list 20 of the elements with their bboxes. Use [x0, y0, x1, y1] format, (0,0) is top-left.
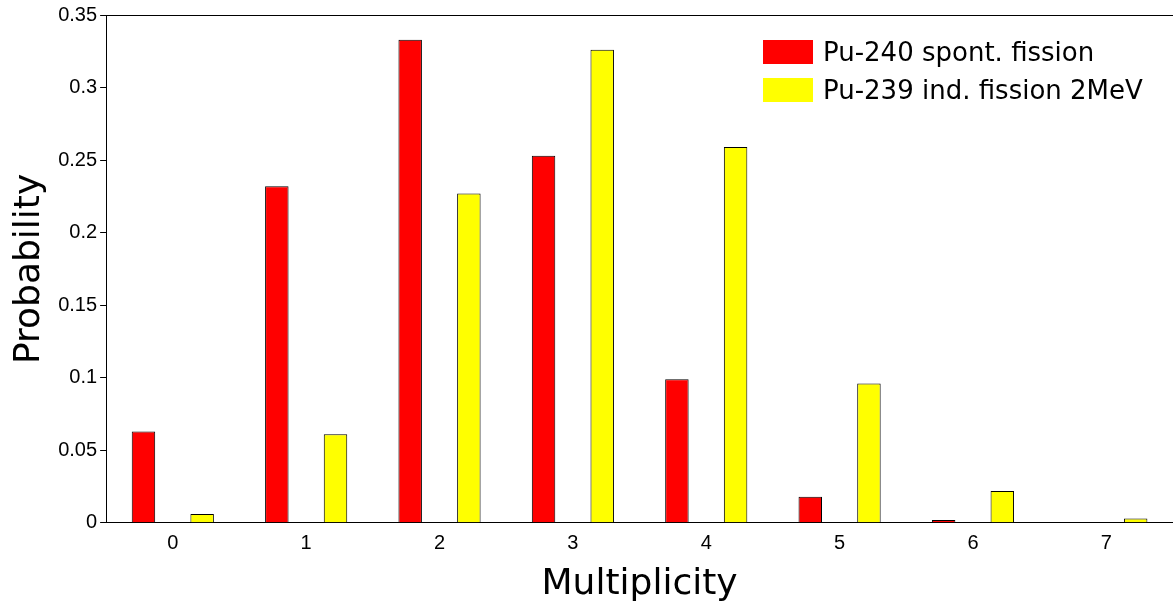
x-tick-label: 0: [167, 531, 179, 554]
legend-label: Pu-240 spont. fission: [823, 36, 1095, 69]
y-tick-label: 0.05: [58, 437, 98, 460]
x-axis-title: Multiplicity: [541, 560, 738, 602]
y-tick-label: 0.25: [58, 147, 98, 170]
y-tick-label: 0.1: [69, 365, 98, 388]
y-tick-label: 0.15: [58, 292, 98, 315]
x-tick-label: 1: [300, 531, 312, 554]
x-tick-label: 3: [567, 531, 579, 554]
y-tick-label: 0: [86, 510, 98, 533]
y-tick-label: 0.3: [69, 75, 98, 98]
y-axis-title: Probability: [5, 173, 47, 365]
x-tick-label: 6: [967, 531, 979, 554]
y-tick-label: 0.2: [69, 220, 98, 243]
x-tick-label: 4: [700, 531, 712, 554]
x-tick-label: 5: [834, 531, 846, 554]
x-tick-label: 7: [1100, 531, 1112, 554]
y-tick-label: 0.35: [58, 2, 98, 25]
legend-label: Pu-239 ind. fission 2MeV: [823, 74, 1143, 107]
x-tick-label: 2: [433, 531, 446, 554]
